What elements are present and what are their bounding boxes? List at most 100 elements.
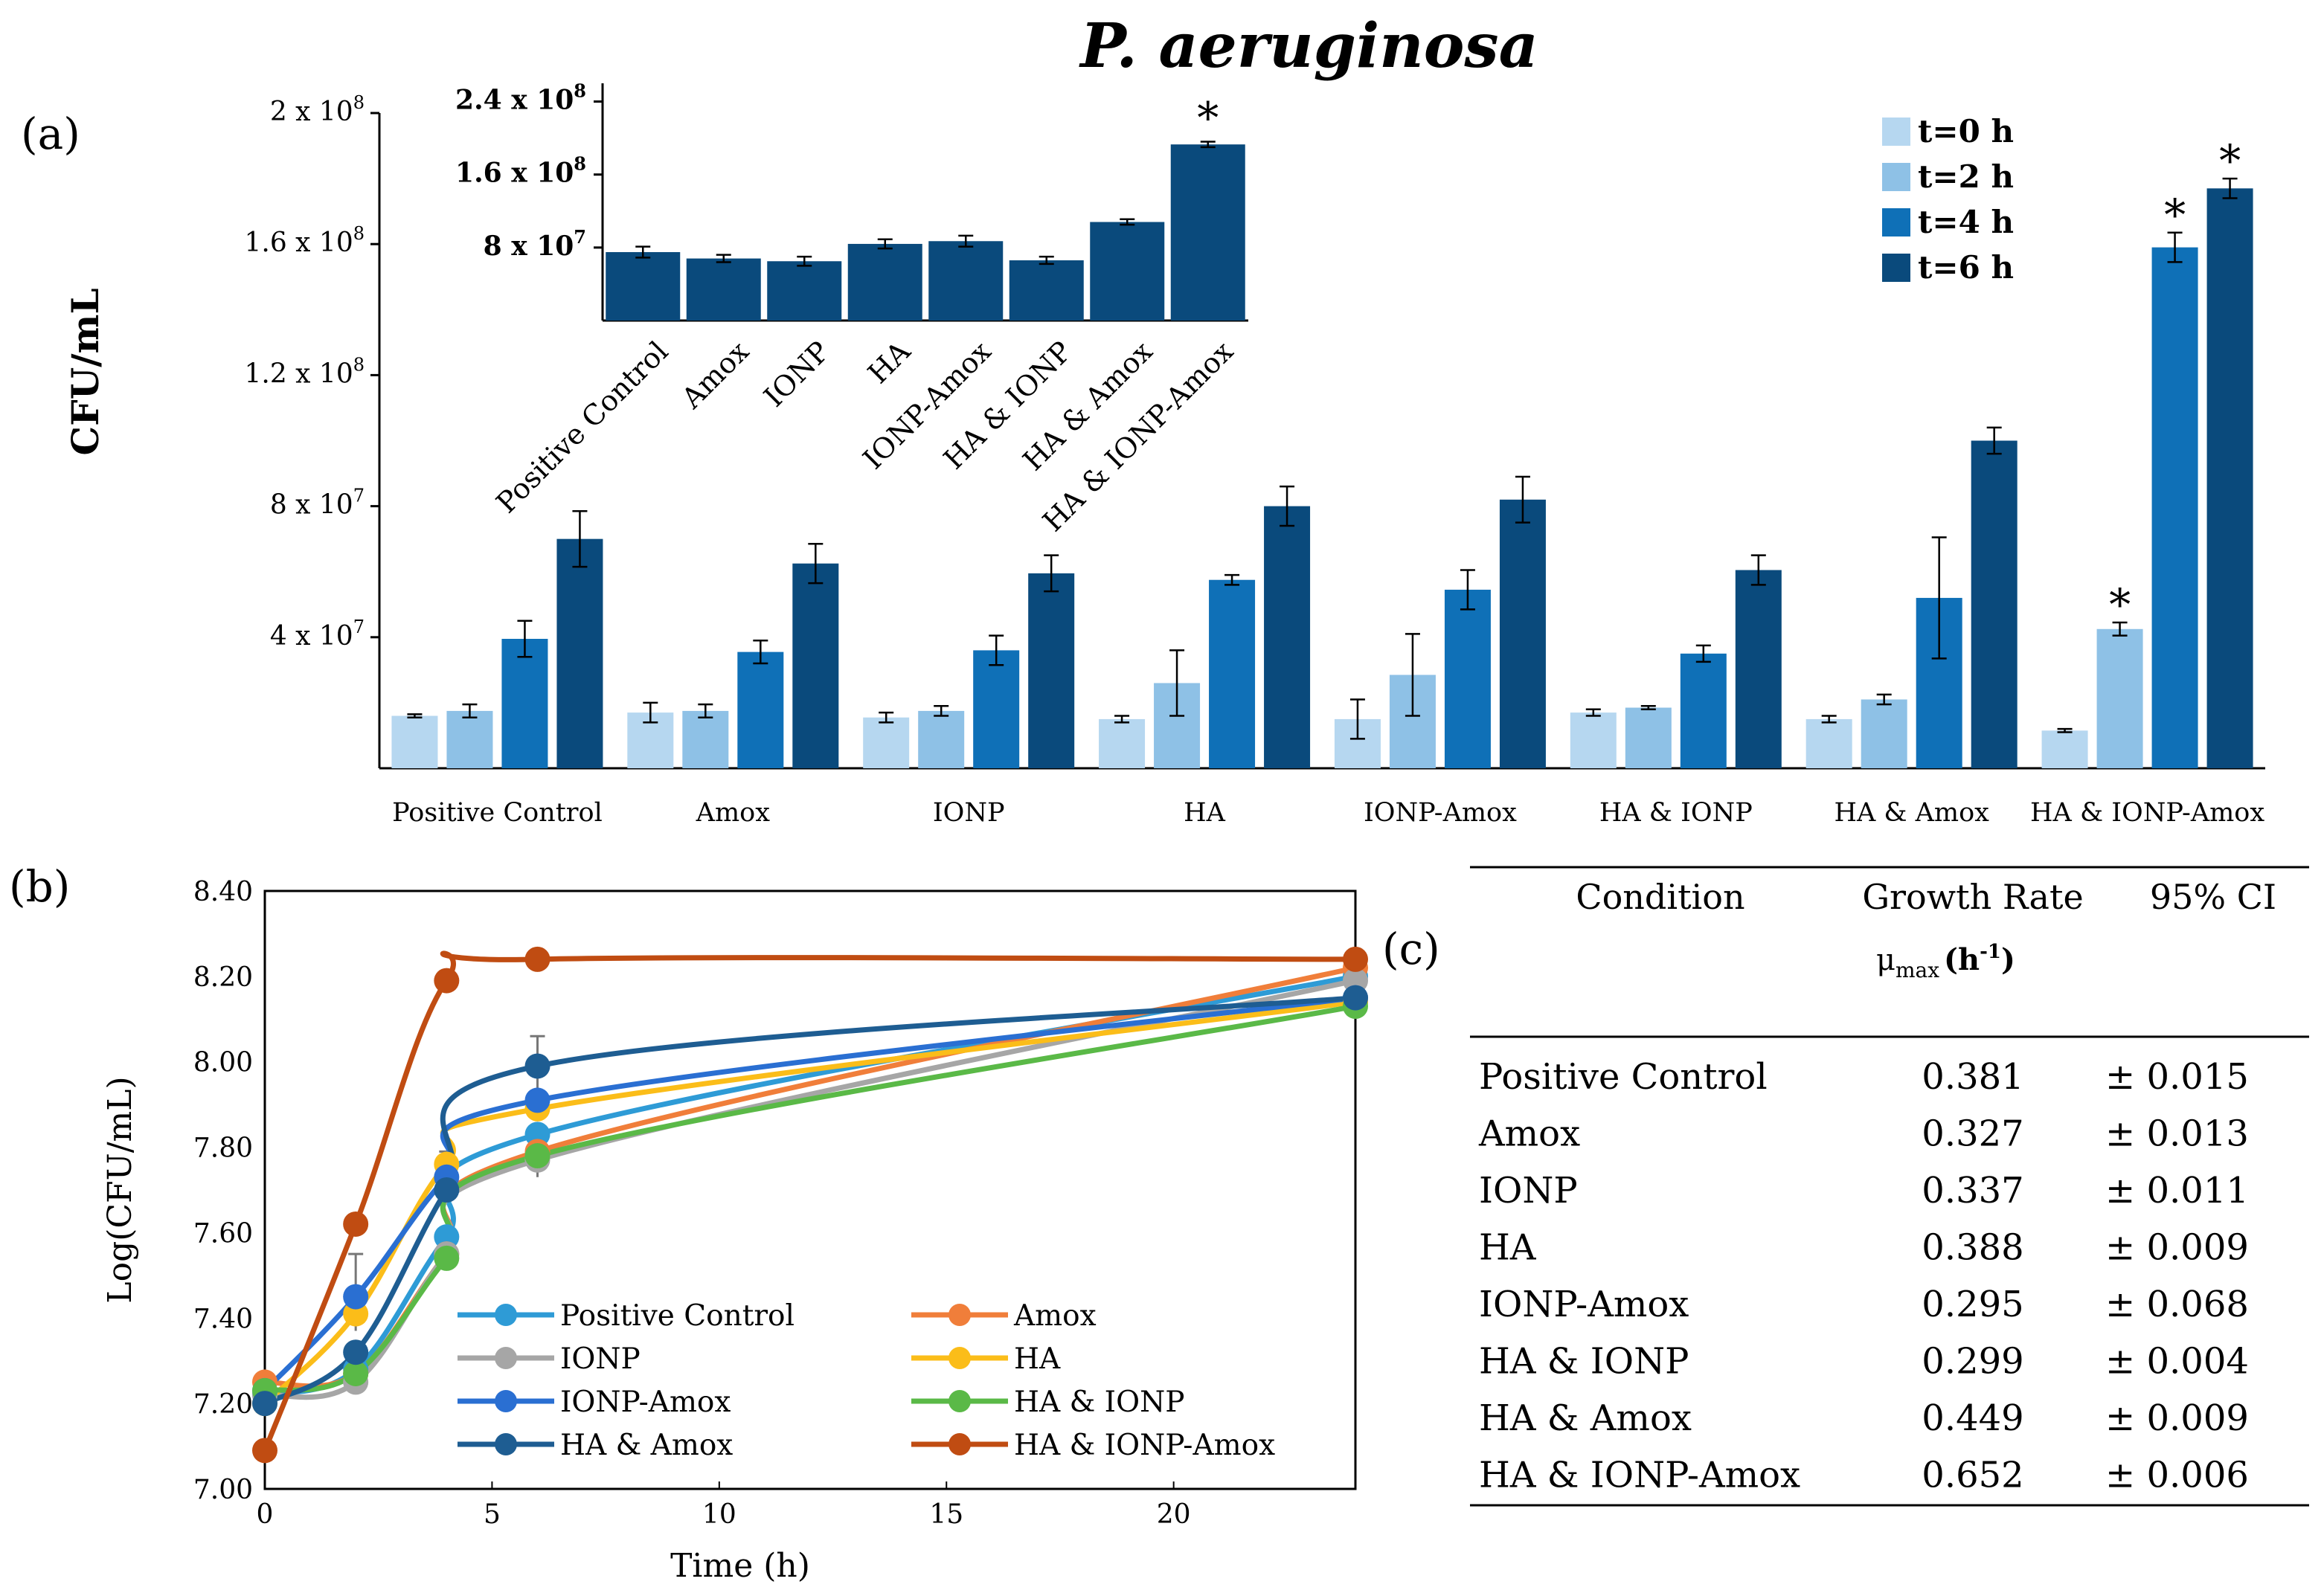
point-ha-ionp-amox xyxy=(1343,946,1368,972)
panel-a-x-tick-label: Positive Control xyxy=(392,798,603,828)
bar-ionp-t-2-h xyxy=(918,710,965,768)
inset-y-tick-label: 2.4 x 108 xyxy=(455,80,586,116)
table-cell-ci: ± 0.015 xyxy=(2105,1056,2249,1098)
tick-exponent: 8 xyxy=(353,223,365,244)
legend-swatch-t-0-h xyxy=(1882,118,1910,146)
panel-b-y-tick-label: 7.80 xyxy=(193,1133,253,1164)
legend-marker-ha xyxy=(948,1347,971,1369)
tick-mantissa: 1.6 x 10 xyxy=(244,228,353,258)
panel-a-legend: t=0 h t=2 h t=4 h t=6 h xyxy=(1882,113,2014,286)
table-cell-growth-rate: 0.388 xyxy=(1922,1227,2023,1269)
point-ha-amox xyxy=(1343,985,1368,1011)
bar-positive-control-t-6-h xyxy=(556,538,603,768)
panel-b-x-tick-label: 0 xyxy=(257,1499,274,1530)
inset-bar-ionp xyxy=(767,261,842,321)
legend-label: t=4 h xyxy=(1918,204,2014,240)
tick-exponent: 8 xyxy=(574,80,586,102)
legend-marker-amox xyxy=(948,1304,971,1326)
legend-marker-ha-amox xyxy=(495,1433,517,1455)
legend-swatch-t-2-h xyxy=(1882,163,1910,191)
point-ionp-amox xyxy=(343,1284,369,1310)
legend-swatch-t-4-h xyxy=(1882,208,1910,236)
inset-x-tick-label: HA xyxy=(861,335,917,390)
bar-ha-amox-t-2-h xyxy=(1861,699,1907,768)
bar-ionp-t-4-h xyxy=(973,650,1020,768)
bar-ha-amox-t-6-h xyxy=(1971,440,2018,768)
tick-exponent: 8 xyxy=(353,354,365,375)
point-ha-amox xyxy=(524,1053,550,1079)
bar-positive-control-t-2-h xyxy=(446,710,493,768)
bar-ha-ionp-t-6-h xyxy=(1735,570,1782,768)
mu-subscript: max xyxy=(1896,958,1939,982)
legend-label: t=2 h xyxy=(1918,158,2014,195)
bar-ha-ionp-t-4-h xyxy=(1680,653,1727,768)
point-ha-amox xyxy=(252,1391,277,1417)
panel-a-x-tick-label: HA xyxy=(1184,798,1226,828)
inset-bar-ha xyxy=(847,243,922,321)
inset-bar-ha-amox xyxy=(1090,222,1165,321)
bar-positive-control-t-0-h xyxy=(391,715,438,768)
legend-marker-ha-ionp-amox xyxy=(948,1433,971,1455)
bar-ha-ionp-amox-t-2-h xyxy=(2096,628,2143,768)
panel-a-y-tick-label: 4 x 107 xyxy=(270,617,365,651)
bar-ionp-amox-t-6-h xyxy=(1499,499,1546,768)
bar-ionp-t-6-h xyxy=(1028,573,1075,768)
inset-bar-amox xyxy=(686,258,761,321)
panel-label-b: (b) xyxy=(9,861,70,912)
bar-ha-t-4-h xyxy=(1209,579,1256,768)
table-cell-growth-rate: 0.652 xyxy=(1922,1455,2023,1496)
panel-a-x-tick-label: IONP xyxy=(933,798,1005,828)
table-row: HA & IONP 0.299 ± 0.004 xyxy=(1479,1341,2249,1383)
legend-label: t=6 h xyxy=(1918,249,2014,286)
point-ha-ionp xyxy=(343,1360,369,1386)
inset-bar-ionp-amox xyxy=(928,241,1004,321)
table-cell-condition: HA & IONP xyxy=(1479,1341,1689,1383)
tick-mantissa: 1.6 x 10 xyxy=(455,158,574,189)
tick-exponent: 8 xyxy=(353,92,365,113)
panel-b-y-tick-label: 7.00 xyxy=(193,1475,253,1505)
table-cell-ci: ± 0.013 xyxy=(2105,1113,2249,1155)
line-ionp-amox xyxy=(263,995,1356,1393)
panel-b-y-tick-label: 8.00 xyxy=(193,1048,253,1078)
panel-a-x-tick-label: IONP-Amox xyxy=(1364,798,1517,828)
panel-a-y-axis-title: CFU/mL xyxy=(63,288,107,455)
point-ha-ionp xyxy=(434,1245,460,1271)
panel-b-x-tick-label: 15 xyxy=(929,1499,963,1530)
table-header-condition: Condition xyxy=(1576,877,1744,917)
bar-ha-ionp-amox-t-4-h xyxy=(2151,247,2198,769)
tick-mantissa: 2 x 10 xyxy=(270,97,353,127)
panel-b-legend-label: HA xyxy=(1014,1342,1061,1376)
table-header-growth-rate-unit: μmax (h-1) xyxy=(1876,941,2015,982)
inset-bar-ha-ionp-amox xyxy=(1170,144,1245,321)
table-cell-condition: HA xyxy=(1479,1227,1537,1269)
panel-a-y-tick-label: 1.2 x 108 xyxy=(244,354,365,389)
tick-mantissa: 8 x 10 xyxy=(270,490,353,521)
table-cell-growth-rate: 0.327 xyxy=(1922,1113,2023,1155)
inset-x-tick-label: IONP xyxy=(757,335,835,413)
tick-mantissa: 2.4 x 10 xyxy=(455,85,574,116)
tick-exponent: 7 xyxy=(353,486,365,506)
bar-amox-t-4-h xyxy=(737,651,784,768)
panel-c-table: Condition Growth Rate 95% CI μmax (h-1) P… xyxy=(1470,866,2309,1507)
table-cell-growth-rate: 0.381 xyxy=(1922,1056,2023,1098)
bar-amox-t-2-h xyxy=(682,710,729,768)
point-ionp-amox xyxy=(524,1087,550,1113)
legend-marker-ionp-amox xyxy=(495,1390,517,1412)
panel-b-y-tick-label: 7.60 xyxy=(193,1218,253,1249)
line-ha-ionp-amox xyxy=(262,950,1356,1452)
table-cell-condition: IONP-Amox xyxy=(1479,1284,1689,1325)
mu-symbol: μ xyxy=(1876,943,1896,977)
table-cell-condition: Amox xyxy=(1478,1113,1580,1155)
panel-b-y-axis-title: Log(CFU/mL) xyxy=(101,1076,139,1303)
unit-exp: -1 xyxy=(1980,941,2001,963)
bar-amox-t-6-h xyxy=(792,563,839,768)
panel-b-legend-label: HA & IONP-Amox xyxy=(1014,1429,1275,1462)
table-cell-ci: ± 0.011 xyxy=(2105,1170,2249,1212)
panel-label-a: (a) xyxy=(21,109,80,159)
bar-positive-control-t-4-h xyxy=(501,639,548,768)
panel-b-legend-label: Positive Control xyxy=(560,1299,795,1333)
table-cell-condition: HA & IONP-Amox xyxy=(1479,1455,1800,1496)
table-cell-growth-rate: 0.449 xyxy=(1922,1397,2023,1439)
